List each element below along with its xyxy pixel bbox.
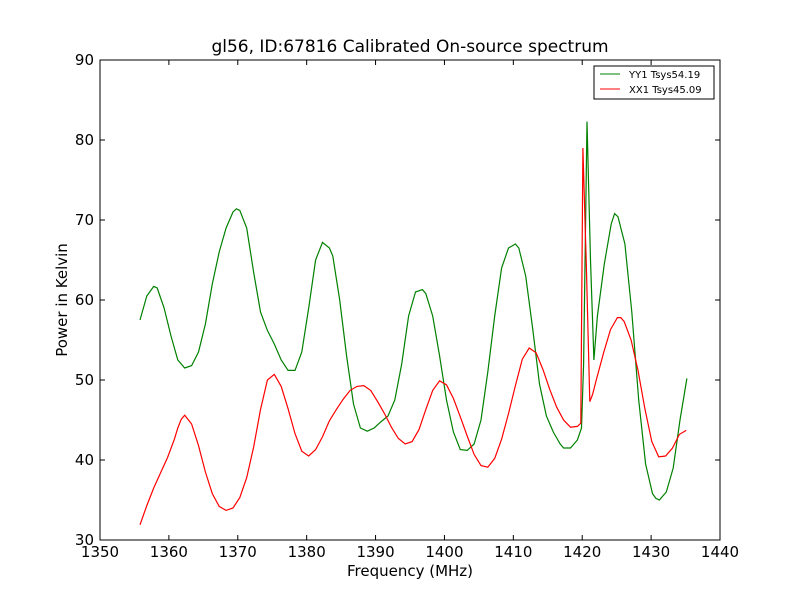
x-tick-label: 1400 — [425, 543, 463, 561]
x-tick-label: 1410 — [494, 543, 532, 561]
x-tick-label: 1380 — [288, 543, 326, 561]
plot-frame — [99, 59, 721, 541]
series-line-xx1 — [139, 147, 687, 526]
x-tick-label: 1440 — [701, 543, 739, 561]
legend-label-yy1: YY1 Tsys54.19 — [628, 70, 700, 81]
chart-title: gl56, ID:67816 Calibrated On-source spec… — [211, 37, 608, 57]
legend-box — [593, 65, 715, 100]
x-tick-label: 1370 — [219, 543, 257, 561]
y-tick-label: 30 — [75, 531, 94, 549]
y-tick-label: 40 — [75, 451, 94, 469]
series-layer — [139, 121, 688, 526]
y-tick-label: 80 — [75, 131, 94, 149]
y-tick-label: 60 — [75, 291, 94, 309]
legend: YY1 Tsys54.19 XX1 Tsys45.09 — [593, 65, 715, 100]
y-tick-label: 90 — [75, 51, 94, 69]
x-tick-label: 1350 — [81, 543, 119, 561]
ticks-layer: 1350 1360 1370 1380 1390 1400 1410 1420 1430 1440… — [75, 51, 739, 561]
y-tick-label: 70 — [75, 211, 94, 229]
x-tick-label: 1390 — [356, 543, 394, 561]
x-tick-label: 1360 — [150, 543, 188, 561]
legend-label-xx1: XX1 Tsys45.09 — [629, 85, 702, 96]
x-tick-label: 1430 — [632, 543, 670, 561]
y-tick-label: 50 — [75, 371, 94, 389]
series-line-yy1 — [139, 121, 688, 501]
x-tick-label: 1420 — [563, 543, 601, 561]
x-axis-label: Frequency (MHz) — [347, 562, 473, 580]
y-axis-label: Power in Kelvin — [53, 243, 71, 357]
